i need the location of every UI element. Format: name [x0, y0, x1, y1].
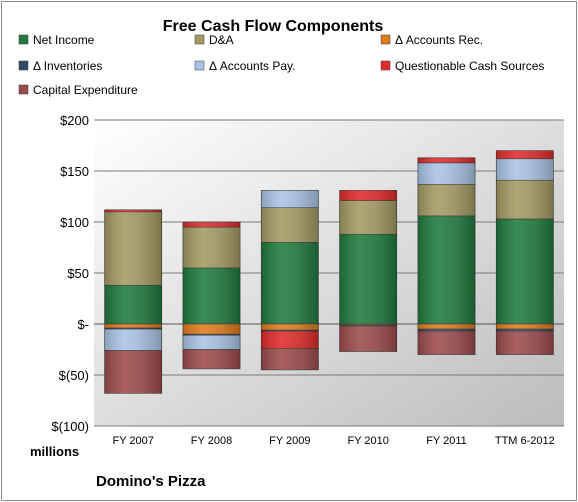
legend-label-inventories: Δ Inventories: [33, 59, 102, 73]
bar-shading: [339, 324, 397, 326]
x-tick-label: TTM 6-2012: [495, 435, 555, 447]
legend-swatch-accounts-pay: [194, 60, 205, 71]
bar-shading: [339, 325, 397, 327]
x-tick-label: FY 2010: [347, 435, 388, 447]
bar-shading: [261, 324, 319, 331]
y-tick-label: $150: [60, 164, 89, 179]
bar-shading: [417, 162, 476, 185]
bar-shading: [182, 334, 241, 336]
chart-title: Free Cash Flow Components: [163, 18, 384, 35]
bar-shading: [104, 209, 162, 212]
y-tick-label: $(100): [51, 419, 89, 434]
bar-shading: [496, 150, 554, 159]
bar-shading: [261, 348, 319, 370]
bar-shading: [339, 234, 397, 324]
legend-label-accounts-pay: Δ Accounts Pay.: [209, 59, 296, 73]
legend-label-accounts-rec: Δ Accounts Rec.: [395, 33, 483, 47]
bar-shading: [417, 157, 476, 163]
bar-shading: [104, 211, 162, 286]
x-tick-label: FY 2007: [112, 435, 153, 447]
bar-shading: [496, 324, 554, 330]
x-tick-label: FY 2008: [191, 435, 232, 447]
y-tick-label: $100: [60, 215, 89, 230]
bar-shading: [182, 222, 241, 228]
bar-shading: [261, 207, 319, 243]
legend-label-questionable-cash-sources: Questionable Cash Sources: [395, 59, 544, 73]
legend: Net Income D&A Δ Accounts Rec. Δ Inventorie…: [18, 33, 544, 97]
bar-shading: [417, 329, 476, 332]
legend-label-d-a: D&A: [209, 33, 234, 47]
bar-shading: [417, 215, 476, 324]
bar-shading: [104, 328, 162, 330]
bar-shading: [182, 324, 241, 335]
y-tick-label: $-: [77, 317, 89, 332]
bar-shading: [496, 218, 554, 324]
bar-shading: [261, 190, 319, 208]
x-axis: FY 2007 FY 2008 FY 2009 FY 2010 FY 2011 TTM 6…: [112, 435, 554, 447]
y-unit-label: millions: [30, 444, 79, 459]
bar-shading: [496, 331, 554, 355]
bar-shading: [104, 350, 162, 394]
chart-caption: Domino's Pizza: [96, 473, 206, 490]
bar-shading: [182, 267, 241, 324]
legend-swatch-capital-expenditure: [18, 84, 29, 95]
bar-shading: [339, 200, 397, 235]
bar-shading: [104, 285, 162, 324]
bar-shading: [417, 184, 476, 216]
legend-label-capital-expenditure: Capital Expenditure: [33, 83, 138, 97]
bar-shading: [339, 326, 397, 352]
legend-swatch-questionable-cash-sources: [380, 60, 391, 71]
y-axis: $200 $150 $100 $50 $- $(50) $(100): [51, 113, 89, 434]
bar-shading: [182, 335, 241, 350]
bar-shading: [496, 158, 554, 181]
legend-swatch-d-a: [194, 34, 205, 45]
bar-shading: [496, 329, 554, 332]
y-tick-label: $200: [60, 113, 89, 128]
bar-shading: [261, 330, 319, 332]
bar-shading: [496, 180, 554, 219]
gridlines: [94, 119, 564, 427]
bar-shading: [182, 227, 241, 268]
bar-shading: [104, 329, 162, 351]
legend-swatch-accounts-rec: [380, 34, 391, 45]
bar-shading: [417, 331, 476, 355]
x-tick-label: FY 2009: [269, 435, 310, 447]
bar-shading: [104, 324, 162, 329]
legend-swatch-net-income: [18, 34, 29, 45]
y-tick-label: $(50): [59, 368, 89, 383]
bar-shading: [339, 190, 397, 201]
bar-shading: [182, 349, 241, 369]
bar-shading: [417, 324, 476, 330]
bar-shading: [261, 242, 319, 324]
legend-swatch-inventories: [18, 60, 29, 71]
legend-label-net-income: Net Income: [33, 33, 95, 47]
y-tick-label: $50: [67, 266, 89, 281]
x-tick-label: FY 2011: [426, 435, 467, 447]
bar-shading: [261, 331, 319, 349]
bars: [104, 150, 554, 394]
